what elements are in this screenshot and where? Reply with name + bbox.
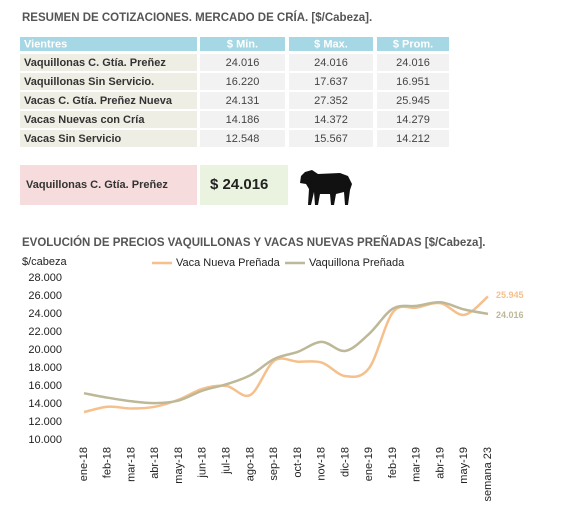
highlight-label-box bbox=[20, 165, 197, 205]
cell-value: 14.279 bbox=[396, 114, 430, 126]
cell-value: 12.548 bbox=[226, 133, 260, 145]
cell-value: 24.016 bbox=[226, 57, 260, 69]
value-cell bbox=[377, 130, 449, 147]
cell-value: 14.186 bbox=[226, 114, 260, 126]
cow-icon bbox=[300, 170, 352, 205]
y-tick-label: 28.000 bbox=[28, 272, 62, 284]
x-tick-label: ene-19 bbox=[363, 447, 375, 481]
x-tick-label: ago-18 bbox=[244, 447, 256, 481]
x-tick-label: dic-18 bbox=[339, 447, 351, 477]
x-tick-label: semana 23 bbox=[482, 447, 494, 501]
cell-value: 25.945 bbox=[396, 95, 430, 107]
y-tick-label: 16.000 bbox=[28, 380, 62, 392]
highlight-value: $ 24.016 bbox=[210, 176, 268, 193]
cell-value: 15.567 bbox=[314, 133, 348, 145]
header-cell bbox=[20, 37, 197, 51]
x-tick-label: jul-18 bbox=[220, 447, 232, 475]
value-cell bbox=[377, 111, 449, 128]
cell-value: 27.352 bbox=[314, 95, 348, 107]
header-text: Vientres bbox=[24, 38, 67, 50]
value-cell bbox=[377, 54, 449, 71]
value-cell bbox=[289, 54, 373, 71]
value-cell bbox=[200, 54, 285, 71]
y-tick-label: 18.000 bbox=[28, 362, 62, 374]
x-tick-label: abr-19 bbox=[434, 447, 446, 479]
cell-value: 16.951 bbox=[396, 76, 430, 88]
x-tick-label: ene-18 bbox=[78, 447, 90, 481]
cell-label: Vacas C. Gtía. Preñez Nueva bbox=[24, 95, 173, 107]
value-cell bbox=[289, 92, 373, 109]
data-label: 25.945 bbox=[496, 290, 524, 300]
y-tick-label: 20.000 bbox=[28, 344, 62, 356]
header-cell bbox=[377, 37, 449, 51]
value-cell bbox=[200, 92, 285, 109]
y-tick-label: 22.000 bbox=[28, 326, 62, 338]
header-text: $ Min. bbox=[227, 38, 258, 50]
cell-value: 24.016 bbox=[396, 57, 430, 69]
label-cell bbox=[20, 73, 197, 90]
series-line bbox=[83, 295, 489, 414]
label-cell bbox=[20, 92, 197, 109]
series-line bbox=[83, 300, 489, 405]
summary-title: RESUMEN DE COTIZACIONES. MERCADO DE CRÍA… bbox=[22, 11, 372, 24]
x-tick-label: may-18 bbox=[173, 447, 185, 484]
cell-value: 16.220 bbox=[226, 76, 260, 88]
cell-label: Vaquillonas Sin Servicio. bbox=[24, 76, 154, 88]
highlight-value-box bbox=[200, 165, 288, 205]
header-cell bbox=[200, 37, 285, 51]
label-cell bbox=[20, 54, 197, 71]
chart-title: EVOLUCIÓN DE PRECIOS VAQUILLONAS Y VACAS… bbox=[22, 236, 485, 249]
cell-value: 24.131 bbox=[226, 95, 260, 107]
cell-value: 14.372 bbox=[314, 114, 348, 126]
x-tick-label: feb-19 bbox=[387, 447, 399, 478]
x-tick-label: mar-18 bbox=[125, 447, 137, 482]
y-tick-label: 24.000 bbox=[28, 308, 62, 320]
cell-value: 14.212 bbox=[396, 133, 430, 145]
x-tick-label: jun-18 bbox=[197, 447, 209, 479]
y-tick-label: 26.000 bbox=[28, 290, 62, 302]
value-cell bbox=[200, 73, 285, 90]
value-cell bbox=[377, 73, 449, 90]
x-tick-label: feb-18 bbox=[102, 447, 114, 478]
cell-label: Vacas Sin Servicio bbox=[24, 133, 122, 145]
cell-value: 24.016 bbox=[314, 57, 348, 69]
x-tick-label: nov-18 bbox=[316, 447, 328, 481]
header-cell bbox=[289, 37, 373, 51]
cell-label: Vaquillonas C. Gtía. Preñez bbox=[24, 57, 166, 69]
cell-value: 17.637 bbox=[314, 76, 348, 88]
header-text: $ Max. bbox=[314, 38, 348, 50]
x-tick-label: mar-19 bbox=[411, 447, 423, 482]
label-cell bbox=[20, 111, 197, 128]
value-cell bbox=[200, 130, 285, 147]
value-cell bbox=[200, 111, 285, 128]
y-tick-label: 10.000 bbox=[28, 434, 62, 446]
legend-label: Vaquillona Preñada bbox=[309, 257, 405, 269]
value-cell bbox=[289, 73, 373, 90]
header-text: $ Prom. bbox=[393, 38, 433, 50]
value-cell bbox=[289, 130, 373, 147]
x-tick-label: may-19 bbox=[458, 447, 470, 484]
x-tick-label: sep-18 bbox=[268, 447, 280, 481]
x-tick-label: oct-18 bbox=[292, 447, 304, 478]
y-tick-label: 12.000 bbox=[28, 416, 62, 428]
value-cell bbox=[289, 111, 373, 128]
x-tick-label: abr-18 bbox=[149, 447, 161, 479]
legend-label: Vaca Nueva Preñada bbox=[176, 257, 281, 269]
highlight-label: Vaquillonas C. Gtía. Preñez bbox=[26, 179, 168, 191]
value-cell bbox=[377, 92, 449, 109]
data-label: 24.016 bbox=[496, 310, 524, 320]
label-cell bbox=[20, 130, 197, 147]
y-tick-label: 14.000 bbox=[28, 398, 62, 410]
cell-label: Vacas Nuevas con Cría bbox=[24, 114, 145, 126]
y-axis-label: $/cabeza bbox=[22, 256, 68, 268]
